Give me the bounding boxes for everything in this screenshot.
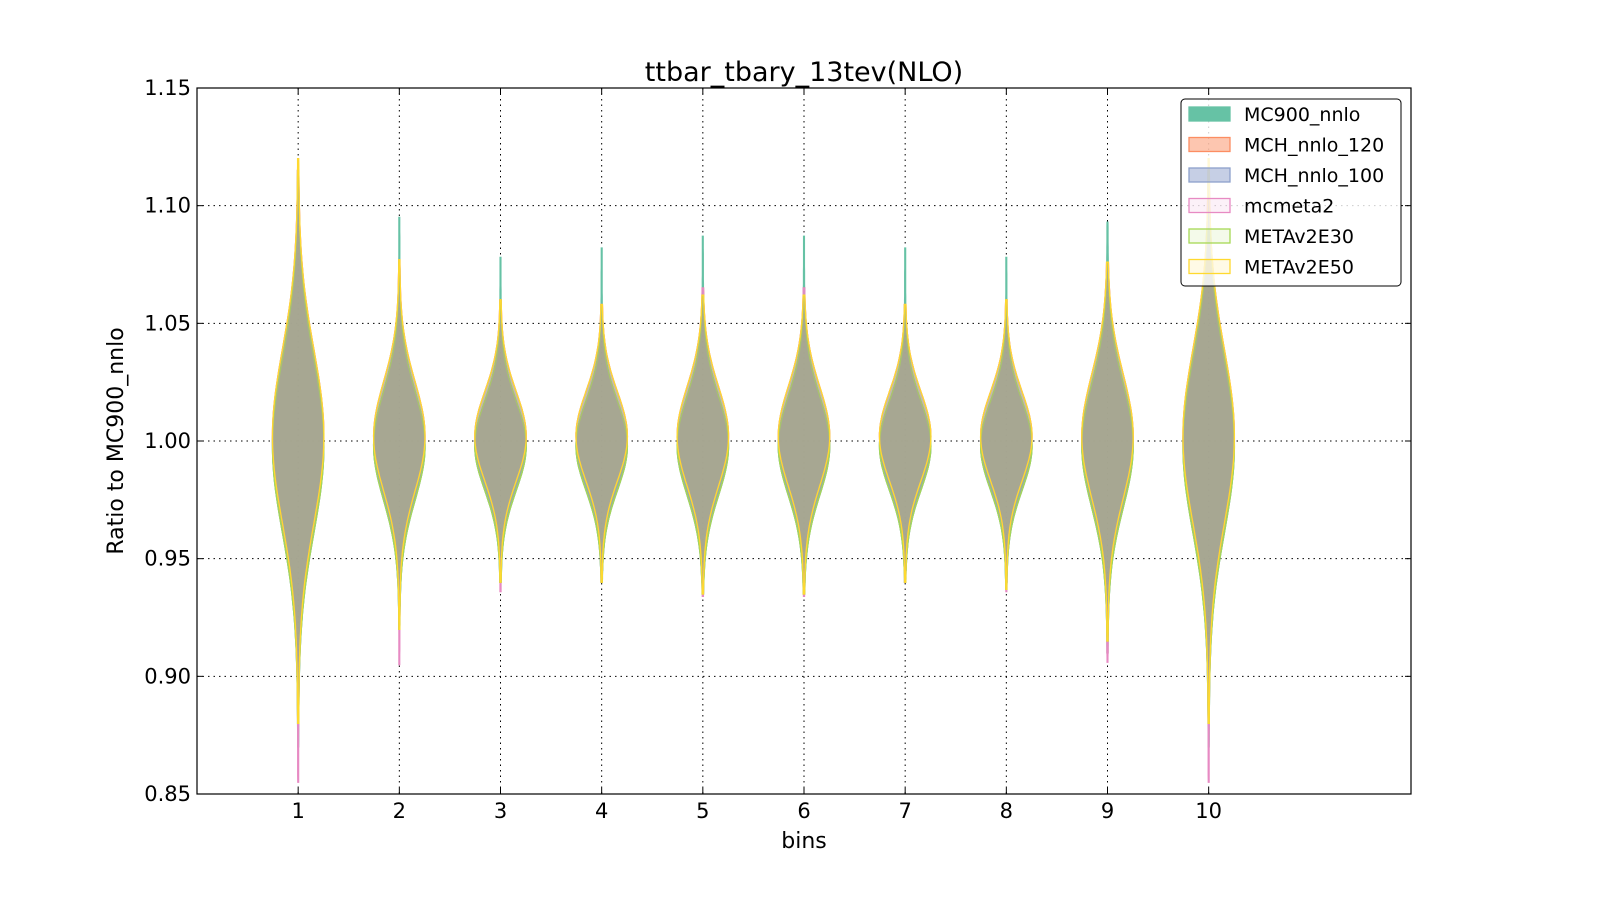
y-tick-label: 1.10 [144, 194, 191, 218]
y-tick-label: 0.85 [144, 782, 191, 806]
chart-title: ttbar_tbary_13tev(NLO) [645, 57, 963, 88]
x-tick-label: 5 [696, 799, 709, 823]
x-axis-label: bins [781, 829, 826, 854]
y-tick-label: 1.00 [144, 429, 191, 453]
legend-swatch [1188, 197, 1231, 214]
y-tick-label: 1.15 [144, 76, 191, 100]
x-tick-label: 6 [797, 799, 810, 823]
legend-label: METAv2E50 [1244, 257, 1354, 279]
x-tick-label: 3 [494, 799, 507, 823]
legend-swatch [1188, 136, 1231, 153]
legend: MC900_nnlo MCH_nnlo_120 MCH_nnlo_100mcmeta… [1180, 98, 1402, 287]
legend-swatch [1188, 258, 1231, 275]
x-tick-label: 1 [291, 799, 304, 823]
legend-label: METAv2E30 [1244, 226, 1354, 248]
violin-METAv2E50-bin-4 [575, 303, 629, 583]
violin-METAv2E50-bin-7 [878, 303, 932, 583]
y-tick-label: 1.05 [144, 311, 191, 335]
legend-swatch [1188, 106, 1231, 122]
violin-METAv2E50-bin-6 [777, 294, 831, 595]
legend-swatch [1188, 167, 1231, 183]
y-axis-label: Ratio to MC900_nnlo [104, 327, 129, 554]
y-tick-label: 0.95 [144, 547, 191, 571]
legend-box [1180, 98, 1402, 287]
violin-METAv2E50-bin-3 [474, 299, 527, 583]
legend-label: MCH_nnlo_120 [1244, 135, 1384, 157]
x-tick-label: 9 [1101, 799, 1114, 823]
legend-label: MC900_nnlo [1244, 104, 1360, 126]
x-tick-label: 10 [1195, 799, 1222, 823]
violin-METAv2E50-bin-1 [271, 157, 325, 725]
legend-label: mcmeta2 [1244, 196, 1334, 218]
x-tick-label: 4 [595, 799, 608, 823]
legend-swatch [1188, 228, 1231, 244]
ticks: 1 2 3 4 5 6 7 8 9 10 0.85 0.90 0.95 1.00 1.05 1.10 1.15 [144, 76, 1411, 823]
violin-METAv2E50-bin-8 [979, 299, 1033, 590]
violins [271, 157, 1236, 783]
violin-METAv2E50-bin-2 [372, 259, 426, 630]
x-tick-label: 2 [393, 799, 406, 823]
violin-METAv2E50-bin-9 [1081, 261, 1134, 642]
legend-label: MCH_nnlo_100 [1244, 165, 1384, 187]
violin-METAv2E50-bin-5 [676, 294, 730, 595]
x-tick-label: 7 [898, 799, 911, 823]
x-tick-label: 8 [1000, 799, 1013, 823]
y-tick-label: 0.90 [144, 664, 191, 688]
